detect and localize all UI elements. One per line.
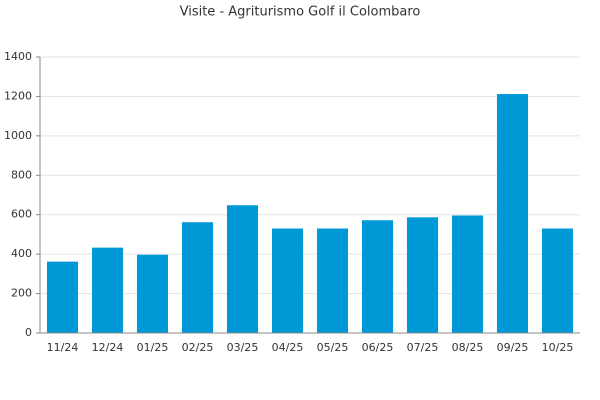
x-tick-label: 08/25	[452, 341, 484, 354]
x-tick-label: 02/25	[182, 341, 214, 354]
bar	[226, 205, 259, 333]
x-tick-label: 06/25	[362, 341, 394, 354]
bar	[361, 220, 394, 333]
x-tick-label: 07/25	[407, 341, 439, 354]
bar	[316, 228, 349, 333]
x-tick-label: 11/24	[47, 341, 79, 354]
y-tick-label: 400	[11, 247, 32, 260]
y-tick-label: 200	[11, 287, 32, 300]
bar	[271, 228, 304, 333]
x-tick-label: 01/25	[137, 341, 169, 354]
bar	[181, 222, 214, 333]
bar	[91, 247, 124, 333]
x-tick-label: 12/24	[92, 341, 124, 354]
x-tick-label: 10/25	[542, 341, 574, 354]
y-tick-label: 1000	[4, 129, 32, 142]
bar	[451, 215, 484, 333]
y-tick-label: 1400	[4, 50, 32, 63]
chart-title: Visite - Agriturismo Golf il Colombaro	[180, 5, 421, 20]
bar	[496, 94, 529, 333]
bar	[406, 217, 439, 333]
y-tick-label: 0	[25, 326, 32, 339]
x-tick-label: 03/25	[227, 341, 259, 354]
y-tick-label: 800	[11, 168, 32, 181]
bar	[46, 261, 79, 333]
y-tick-label: 600	[11, 208, 32, 221]
x-tick-label: 05/25	[317, 341, 349, 354]
bar	[136, 254, 169, 333]
bar	[541, 228, 574, 333]
y-tick-label: 1200	[4, 89, 32, 102]
x-tick-label: 04/25	[272, 341, 304, 354]
x-tick-label: 09/25	[497, 341, 529, 354]
